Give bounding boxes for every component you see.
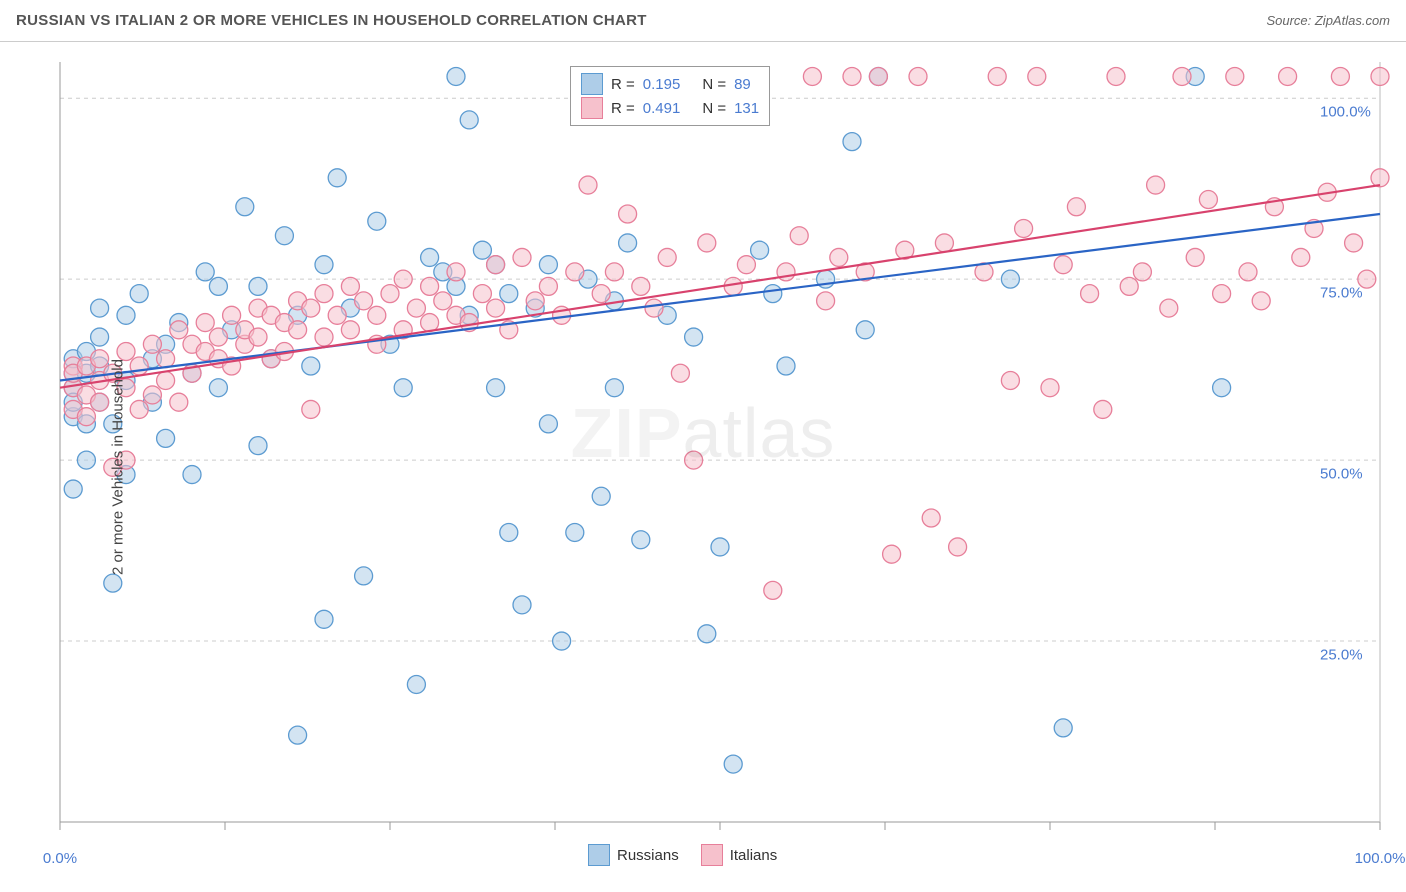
correlation-stats-box: R =0.195N =89R =0.491N =131 xyxy=(570,66,770,126)
y-tick-label: 75.0% xyxy=(1320,285,1363,302)
chart-header: RUSSIAN VS ITALIAN 2 OR MORE VEHICLES IN… xyxy=(0,0,1406,42)
legend-swatch xyxy=(588,844,610,866)
y-tick-label: 25.0% xyxy=(1320,647,1363,664)
chart-source: Source: ZipAtlas.com xyxy=(1266,13,1390,28)
y-axis-label: 2 or more Vehicles in Household xyxy=(109,359,126,575)
series-swatch xyxy=(581,97,603,119)
y-tick-label: 100.0% xyxy=(1320,104,1371,121)
chart-container: 2 or more Vehicles in Household ZIPatlas… xyxy=(0,42,1406,892)
stats-row: R =0.491N =131 xyxy=(581,97,759,119)
chart-title: RUSSIAN VS ITALIAN 2 OR MORE VEHICLES IN… xyxy=(16,12,647,29)
legend-swatch xyxy=(701,844,723,866)
legend-item: Italians xyxy=(701,844,778,866)
x-tick-label: 100.0% xyxy=(1355,850,1406,867)
x-tick-label: 0.0% xyxy=(43,850,77,867)
stats-row: R =0.195N =89 xyxy=(581,73,759,95)
legend-label: Italians xyxy=(730,847,778,864)
series-swatch xyxy=(581,73,603,95)
y-tick-label: 50.0% xyxy=(1320,466,1363,483)
series-legend: Russians Italians xyxy=(588,844,777,866)
scatter-plot xyxy=(0,42,1406,892)
legend-item: Russians xyxy=(588,844,679,866)
legend-label: Russians xyxy=(617,847,679,864)
